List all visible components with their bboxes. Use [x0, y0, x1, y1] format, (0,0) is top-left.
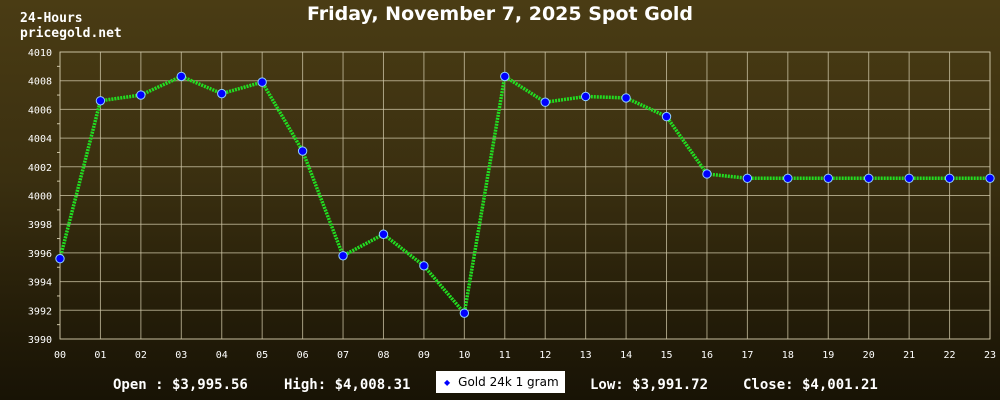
x-tick-label: 04	[216, 350, 228, 361]
x-tick-label: 06	[297, 350, 309, 361]
data-point	[580, 91, 591, 102]
x-tick-label: 08	[377, 350, 389, 361]
x-tick-label: 13	[580, 350, 592, 361]
data-point	[136, 90, 146, 100]
x-tick-label: 15	[660, 350, 672, 361]
data-point	[419, 261, 429, 271]
data-point	[985, 173, 995, 183]
y-axis-ticks: 3990 3992 3994 3996 3998 4000 4002 4004 4006 4008…	[28, 48, 52, 346]
close-price: Close: $4,001.21	[743, 377, 878, 393]
data-point	[944, 173, 955, 183]
data-point	[621, 93, 631, 103]
y-tick-label: 4004	[28, 134, 52, 145]
high-price: High: $4,008.31	[284, 377, 411, 393]
data-point	[500, 71, 510, 82]
grid	[57, 51, 991, 340]
y-tick-label: 3998	[28, 220, 52, 231]
legend-marker-icon: ◆	[444, 377, 451, 387]
data-point	[823, 173, 833, 183]
data-point	[217, 88, 227, 99]
x-tick-label: 18	[782, 350, 794, 361]
y-tick-label: 4006	[28, 105, 52, 116]
y-tick-label: 4010	[28, 48, 52, 59]
x-tick-label: 07	[337, 350, 349, 361]
x-tick-label: 00	[54, 350, 66, 361]
y-tick-label: 3990	[28, 335, 52, 346]
y-tick-label: 3994	[28, 278, 52, 289]
data-point	[338, 251, 348, 261]
x-tick-label: 01	[94, 350, 106, 361]
x-tick-label: 02	[135, 350, 147, 361]
x-tick-label: 16	[701, 350, 713, 361]
x-tick-label: 23	[984, 350, 996, 361]
x-tick-label: 10	[458, 350, 470, 361]
series-gold-24k	[55, 71, 995, 318]
y-tick-label: 4000	[28, 192, 52, 203]
y-tick-label: 3996	[28, 249, 52, 260]
x-tick-label: 21	[903, 350, 915, 361]
legend-label: Gold 24k 1 gram	[458, 375, 559, 389]
site-label: pricegold.net	[20, 26, 122, 41]
legend: ◆ Gold 24k 1 gram	[436, 371, 565, 393]
x-tick-label: 14	[620, 350, 632, 361]
series-line	[58, 74, 990, 315]
data-point	[257, 77, 267, 87]
data-point	[55, 253, 65, 264]
range-label: 24-Hours	[20, 11, 83, 26]
data-point	[378, 229, 389, 239]
x-axis-ticks: 00 01 02 03 04 05 06 07 08 09 10 11 12 13 14 15 16 17 18 19…	[54, 350, 996, 361]
data-point	[297, 146, 308, 156]
x-tick-label: 03	[175, 350, 187, 361]
data-point	[742, 173, 753, 183]
y-tick-label: 4002	[28, 163, 52, 174]
data-point	[540, 97, 550, 107]
open-price: Open : $3,995.56	[113, 377, 248, 393]
y-tick-label: 4008	[28, 77, 52, 88]
data-point	[459, 308, 470, 318]
data-point	[702, 169, 712, 179]
x-tick-label: 09	[418, 350, 430, 361]
low-price: Low: $3,991.72	[590, 377, 709, 393]
data-point	[95, 96, 106, 106]
x-tick-label: 05	[256, 350, 268, 361]
x-tick-label: 22	[944, 350, 956, 361]
x-tick-label: 17	[741, 350, 753, 361]
y-tick-label: 3992	[28, 306, 52, 317]
x-tick-label: 11	[499, 350, 511, 361]
x-tick-label: 19	[822, 350, 834, 361]
plot-frame	[59, 51, 991, 340]
x-tick-label: 20	[863, 350, 875, 361]
data-point	[661, 111, 672, 122]
data-point	[863, 173, 874, 183]
x-tick-label: 12	[539, 350, 551, 361]
chart-title: Friday, November 7, 2025 Spot Gold	[306, 3, 694, 25]
data-point	[176, 71, 187, 82]
data-point	[783, 173, 793, 183]
data-point	[904, 173, 914, 183]
